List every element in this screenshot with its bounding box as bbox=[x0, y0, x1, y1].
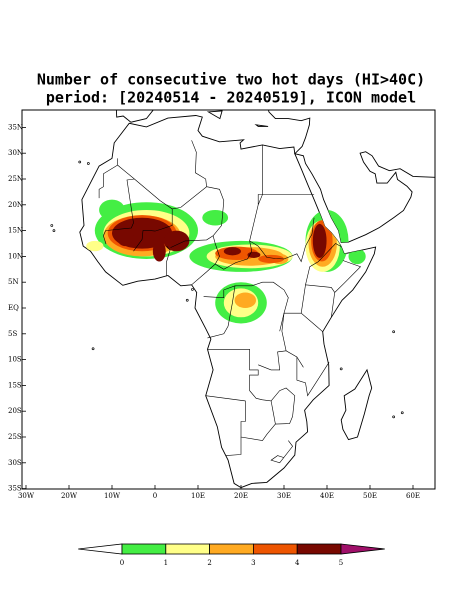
country-border bbox=[225, 437, 242, 456]
country-border bbox=[103, 222, 134, 245]
country-border bbox=[191, 263, 216, 286]
island bbox=[52, 229, 56, 232]
country-border bbox=[296, 357, 330, 397]
country-border bbox=[206, 145, 263, 270]
lat-tick-label: 10S bbox=[8, 356, 22, 364]
colorbar-label: 1 bbox=[164, 559, 168, 567]
lon-tick-label: 20E bbox=[234, 492, 248, 500]
map-frame bbox=[21, 109, 436, 490]
colorbar-label: 2 bbox=[207, 559, 211, 567]
lon-tick-label: 10W bbox=[104, 492, 121, 500]
lat-tick-label: 5N bbox=[8, 278, 19, 286]
country-border bbox=[305, 243, 342, 285]
country-border bbox=[270, 400, 276, 425]
island bbox=[400, 411, 404, 415]
hot-area bbox=[152, 240, 166, 262]
island bbox=[191, 288, 194, 291]
hot-area bbox=[116, 225, 134, 247]
lat-tick-label: 30S bbox=[8, 459, 22, 467]
country-border bbox=[203, 281, 304, 368]
colorbar-high-triangle bbox=[340, 543, 385, 555]
colorbar-label: 3 bbox=[251, 559, 255, 567]
title-line: Number of consecutive two hot days (HI>4… bbox=[37, 71, 425, 89]
country-border bbox=[270, 440, 293, 464]
island bbox=[392, 330, 395, 334]
island bbox=[91, 347, 95, 351]
lat-tick-label: 25S bbox=[8, 433, 22, 441]
lat-tick-label: 30N bbox=[8, 149, 23, 157]
colorbar: 0 1 2 3 4 5 bbox=[78, 543, 385, 567]
lon-tick-label: 50E bbox=[363, 492, 377, 500]
colorbar-label: 5 bbox=[339, 559, 343, 567]
lat-tick-label: 15S bbox=[8, 381, 22, 389]
island bbox=[50, 224, 54, 227]
country-border bbox=[166, 245, 171, 276]
coastline bbox=[206, 110, 223, 120]
hot-area bbox=[312, 223, 327, 258]
lon-tick-label: 0 bbox=[153, 492, 157, 500]
country-border bbox=[207, 285, 236, 339]
colorbar-low-triangle bbox=[78, 543, 123, 555]
country-border bbox=[300, 284, 336, 318]
country-border bbox=[334, 260, 362, 293]
country-border bbox=[257, 194, 315, 205]
lat-tick-label: 15N bbox=[8, 227, 23, 235]
lon-tick-label: 60E bbox=[406, 492, 420, 500]
colorbar-label: 4 bbox=[295, 559, 300, 567]
country-border bbox=[98, 158, 118, 199]
island bbox=[339, 367, 343, 371]
hot-area bbox=[258, 254, 284, 264]
colorbar-segment bbox=[252, 543, 298, 555]
lat-tick-label: EQ bbox=[8, 304, 19, 312]
lat-tick-label: 20N bbox=[8, 201, 23, 209]
lon-tick-label: 20W bbox=[61, 492, 78, 500]
island bbox=[185, 298, 189, 302]
country-border bbox=[170, 235, 214, 248]
colorbar-segment bbox=[121, 543, 167, 555]
lat-tick-label: 35N bbox=[8, 123, 23, 131]
country-border bbox=[126, 178, 135, 223]
hot-area bbox=[99, 199, 125, 221]
island bbox=[392, 415, 395, 419]
colorbar-segment bbox=[165, 543, 211, 555]
hot-area bbox=[163, 230, 190, 252]
lon-tick-label: 30E bbox=[277, 492, 291, 500]
colorbar-segment bbox=[296, 543, 342, 555]
hot-days-shading bbox=[86, 199, 366, 324]
coastline bbox=[115, 110, 154, 123]
country-border bbox=[249, 217, 315, 263]
title-line: period: [20240514 - 20240519], ICON mode… bbox=[46, 89, 416, 107]
lat-tick-label: 20S bbox=[8, 407, 22, 415]
country-border bbox=[117, 140, 207, 210]
country-border bbox=[258, 350, 287, 371]
coastline bbox=[254, 124, 269, 127]
lat-tick-label: 5S bbox=[8, 330, 17, 338]
hot-area bbox=[247, 251, 261, 258]
lat-tick-label: 10N bbox=[8, 252, 23, 260]
island bbox=[78, 160, 82, 164]
country-border bbox=[133, 208, 173, 252]
lon-tick-label: 10E bbox=[191, 492, 205, 500]
hot-area bbox=[234, 292, 257, 309]
hot-area bbox=[348, 248, 366, 265]
coastline bbox=[340, 368, 373, 441]
hot-area bbox=[202, 209, 229, 226]
lat-tick-label: 35S bbox=[8, 485, 22, 493]
axes: 30W 20W 10W 0 10E 20E 30E 40E 50E 60E 35N 30N 25N 20N… bbox=[8, 123, 420, 500]
hot-area bbox=[223, 247, 241, 256]
lon-tick-label: 40E bbox=[320, 492, 334, 500]
lon-tick-label: 30W bbox=[18, 492, 35, 500]
colorbar-segment bbox=[209, 543, 254, 555]
island bbox=[86, 162, 90, 165]
country-border bbox=[205, 348, 296, 441]
lat-tick-label: 25N bbox=[8, 175, 23, 183]
hot-area bbox=[86, 240, 104, 252]
map-area bbox=[50, 110, 435, 489]
colorbar-label: 0 bbox=[120, 559, 124, 567]
